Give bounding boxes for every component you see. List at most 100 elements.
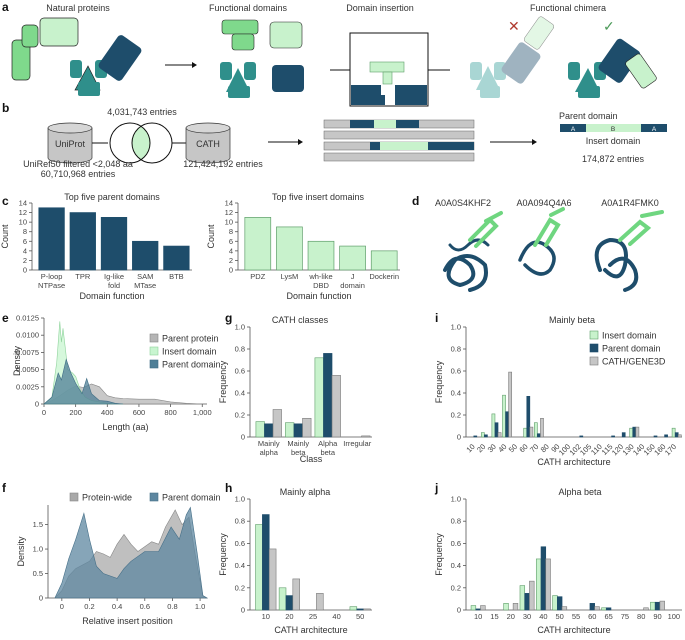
bar-insert-domain [533, 422, 538, 438]
bar-cath-gene-d [659, 600, 665, 611]
domain-insertion-illustration [330, 32, 450, 107]
bar-insert-domain [491, 413, 496, 438]
bar-insert-domain [278, 587, 287, 611]
x-tick-label: 40 [539, 612, 547, 621]
chart-h: Frequency Mainly alpha 0 0.2 0.4 0.6 0.8 1.0 10 2… [218, 487, 372, 635]
checkmark-icon: ✓ [603, 18, 615, 34]
x-tick-label: 65 [604, 612, 612, 621]
panel-a: Natural proteins Functional domains Doma… [11, 3, 657, 107]
bar-cath-gene-d [480, 605, 486, 611]
bar-cath-gene-d [268, 548, 277, 611]
x-tick-label-line: SAM [137, 272, 153, 281]
legend-swatch [69, 492, 79, 502]
bar [100, 217, 128, 271]
bar [69, 212, 96, 271]
y-tick-label: 0.4 [235, 389, 245, 398]
bar-insert-domain [523, 427, 528, 438]
x-tick-label-line: Mainly [287, 439, 309, 448]
bar-parent-domain [664, 434, 668, 438]
y-tick-label: 0.2 [235, 411, 245, 420]
bar-cath-gene-d [302, 417, 312, 438]
x-tick-label-line: NTPase [38, 281, 65, 290]
y-tick-label: 4 [229, 246, 233, 255]
panel-letter-a: a [2, 0, 9, 14]
overlap-entries: 4,031,743 entries [107, 107, 177, 117]
x-tick-label: 50 [556, 612, 564, 621]
x-tick-label: Mainly alpha [258, 439, 280, 457]
segment-a1: A [571, 126, 576, 133]
y-tick-label: 1.0 [235, 495, 245, 504]
bar-parent-domain [589, 603, 595, 611]
y-tick-label: 0.0125 [16, 314, 39, 323]
panel-letter-i: i [435, 311, 438, 325]
x-tick-label: 40 [332, 612, 340, 621]
legend-label: Insert domain [162, 347, 217, 357]
x-tick-label-line: wh-like [308, 272, 332, 281]
y-tick-label: 0.6 [451, 539, 461, 548]
structure-label-2: A0A094Q4A6 [516, 198, 571, 208]
chart-f: Density 0 0.5 1.0 1.5 0 0.2 0.4 0.6 0.8 1.0 Relativ… [16, 493, 221, 627]
x-tick-label: SAM MTase [134, 272, 156, 290]
bar-parent-domain [621, 432, 626, 438]
bar-parent-domain [540, 546, 547, 611]
bar-insert-domain [480, 432, 485, 438]
y-tick-label: 0.8 [235, 517, 245, 526]
legend-label: CATH/GENE3D [602, 357, 666, 367]
x-tick-label: 800 [164, 408, 177, 417]
y-tick-label: 8 [23, 227, 27, 236]
bar-insert-domain [503, 603, 509, 611]
bar-parent-domain [494, 422, 499, 438]
bar-parent-domain [262, 514, 270, 611]
uniref-filter-label: UniRef50 filtered <2,048 aa [23, 159, 133, 169]
segment-a2: A [652, 126, 657, 133]
x-tick-label: wh-like DBD [308, 272, 332, 290]
bar-parent-domain [484, 434, 488, 438]
bar-cath-gene-d [677, 434, 682, 438]
y-tick-label: 1.0 [451, 323, 461, 332]
bar-parent-domain [323, 353, 333, 438]
bar-cath-gene-d [331, 375, 341, 438]
y-tick-label: 0 [457, 606, 461, 615]
chart-title: Mainly alpha [280, 487, 331, 497]
cath-database-icon [185, 122, 231, 164]
bar-parent-domain [473, 435, 478, 438]
chart-title: Mainly beta [549, 315, 595, 325]
x-tick-label: BTB [169, 272, 184, 281]
panel-letter-f: f [2, 481, 7, 495]
y-axis-label: Frequency [434, 360, 444, 403]
x-tick-label: Mainly beta [287, 439, 309, 457]
bar-parent-domain [654, 601, 661, 611]
x-tick-label: 0.4 [112, 602, 122, 611]
y-tick-label: 0.6 [451, 367, 461, 376]
x-tick-label: TPR [75, 272, 91, 281]
y-tick-label: 0.0025 [16, 382, 39, 391]
bar [339, 245, 366, 271]
panel-letter-h: h [225, 481, 232, 495]
y-tick-label: 0.5 [33, 569, 43, 578]
chart-j: Frequency Alpha beta 0 0.2 0.4 0.6 0.8 1.0 10 15 2… [434, 487, 682, 635]
structure-label-3: A0A1R4FMK0 [601, 198, 659, 208]
y-tick-label: 12 [225, 208, 233, 217]
density-parent-domain [54, 506, 209, 599]
bar-parent-domain [505, 411, 509, 438]
bar-insert-domain [519, 585, 526, 611]
x-axis-label: Domain function [286, 291, 351, 301]
y-tick-label: 0 [39, 594, 43, 603]
chart-title: Top five parent domains [64, 192, 160, 202]
parent-domain-label: Parent domain [559, 111, 618, 121]
bar-insert-domain [629, 427, 634, 438]
x-tick-label: 170 [663, 442, 678, 457]
x-axis-label: Domain function [79, 291, 144, 301]
x-axis-label: CATH architecture [537, 625, 610, 635]
y-tick-label: 0 [35, 400, 39, 409]
bar-insert-domain [535, 558, 542, 611]
y-tick-label: 0 [241, 433, 245, 442]
y-tick-label: 8 [229, 227, 233, 236]
panel-letter-j: j [434, 481, 438, 495]
bar [38, 207, 65, 271]
bar-parent-domain [524, 593, 530, 611]
legend-swatch [149, 333, 159, 343]
bar-cath-gene-d [594, 606, 600, 611]
y-tick-label: 2 [23, 256, 27, 265]
